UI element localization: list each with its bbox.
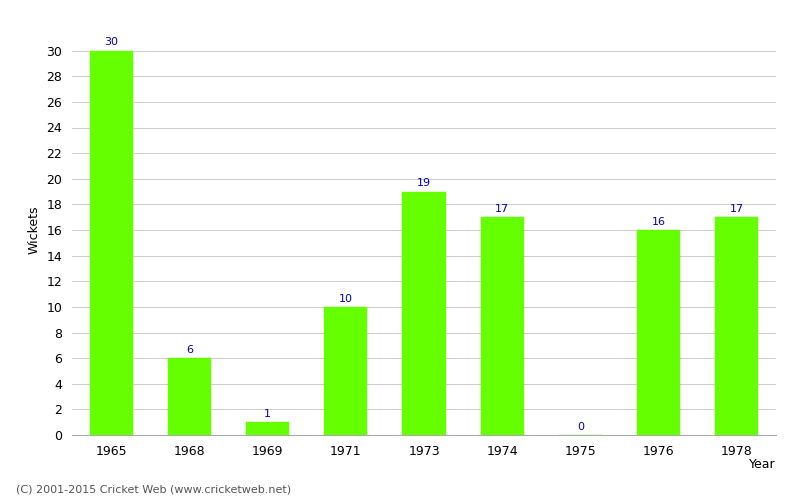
Text: 17: 17: [495, 204, 510, 214]
Bar: [246, 422, 289, 435]
Text: 10: 10: [338, 294, 353, 304]
Y-axis label: Wickets: Wickets: [28, 206, 41, 254]
Text: Year: Year: [750, 458, 776, 470]
Text: 19: 19: [417, 178, 431, 188]
Bar: [715, 217, 758, 435]
Text: 0: 0: [577, 422, 584, 432]
Bar: [402, 192, 446, 435]
Text: 17: 17: [730, 204, 744, 214]
Bar: [324, 307, 367, 435]
Text: 1: 1: [264, 409, 271, 419]
Bar: [90, 50, 133, 435]
Bar: [481, 217, 524, 435]
Bar: [168, 358, 211, 435]
Text: 30: 30: [104, 38, 118, 48]
Bar: [637, 230, 680, 435]
Text: 16: 16: [652, 217, 666, 227]
Text: 6: 6: [186, 345, 193, 355]
Text: (C) 2001-2015 Cricket Web (www.cricketweb.net): (C) 2001-2015 Cricket Web (www.cricketwe…: [16, 485, 291, 495]
